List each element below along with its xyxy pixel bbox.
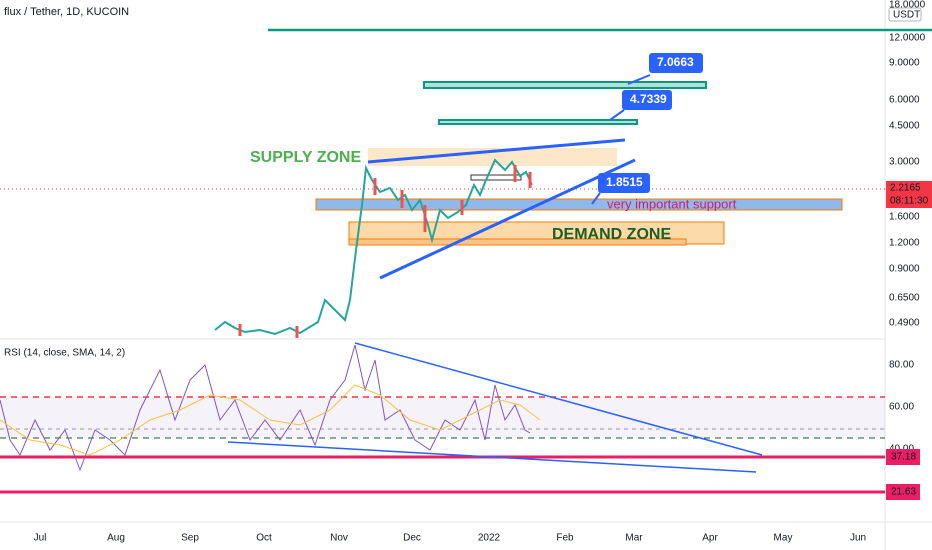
rsi-axis-label: 60.00 [889, 402, 914, 413]
rsi-badge [886, 484, 920, 500]
price-label: 9.0000 [889, 58, 920, 69]
callout-box [598, 173, 650, 193]
support-zone [315, 198, 843, 211]
rsi-trend-line [227, 441, 757, 473]
target-zone [423, 81, 707, 89]
time-label: Nov [330, 533, 348, 544]
range-box [470, 174, 522, 181]
price-label: 18.0000 [889, 0, 926, 11]
callout-label: 7.0663 [657, 55, 694, 69]
chart-title: flux / Tether, 1D, KUCOIN [4, 6, 129, 18]
callout-pointer [591, 192, 601, 205]
price-label: 4.5000 [889, 121, 920, 132]
target-zone [438, 119, 638, 125]
price-label: 0.9000 [889, 264, 920, 275]
countdown: 08:11:30 [890, 196, 929, 207]
unit-label: USDT [893, 10, 920, 21]
demand-label: DEMAND ZONE [552, 226, 671, 243]
support-label: very important support [607, 196, 737, 211]
rsi-label: RSI (14, close, SMA, 14, 2) [4, 348, 125, 359]
time-label: Mar [625, 533, 643, 544]
time-label: Sep [181, 533, 199, 544]
time-label: Jun [850, 533, 866, 544]
rsi-trend-line [354, 342, 763, 456]
rsi-badge [886, 449, 920, 465]
rsi-badge-label: 21.63 [891, 487, 916, 498]
callout-pointer [609, 109, 625, 121]
time-label: May [774, 533, 793, 544]
trend-line [367, 138, 626, 164]
unit-box [888, 7, 922, 22]
callout-pointer [627, 74, 651, 85]
supply-zone [368, 148, 617, 166]
price-badge [886, 181, 932, 208]
rsi-sketch [0, 344, 531, 472]
time-label: Dec [403, 533, 421, 544]
callout-label: 1.8515 [606, 175, 643, 189]
callout-label: 4.7339 [630, 92, 667, 106]
demand-zone [348, 238, 687, 246]
rsi-badge-label: 37.18 [891, 452, 916, 463]
price-label: 3.0000 [889, 157, 920, 168]
rsi-sma-sketch [0, 384, 541, 456]
rsi-band [0, 397, 885, 438]
price-sketch [214, 158, 533, 336]
time-label: Jul [34, 533, 47, 544]
rsi-axis-label: 80.00 [889, 360, 914, 371]
callout-box [649, 53, 703, 73]
price-label: 12.0000 [889, 33, 926, 44]
time-label: Aug [107, 533, 125, 544]
price-label: 0.4900 [889, 318, 920, 329]
time-label: Feb [556, 533, 574, 544]
trend-line [379, 158, 636, 280]
time-label: Apr [702, 533, 718, 544]
price-sketch-red [238, 165, 532, 338]
supply-label: SUPPLY ZONE [250, 149, 361, 166]
time-label: 2022 [478, 533, 501, 544]
price-label: 1.2000 [889, 238, 920, 249]
price-label: 1.6000 [889, 212, 920, 223]
price-label: 6.0000 [889, 95, 920, 106]
current-price: 2.2165 [890, 183, 921, 194]
callout-box [622, 90, 672, 110]
time-label: Oct [256, 533, 272, 544]
price-label: 0.6500 [889, 293, 920, 304]
